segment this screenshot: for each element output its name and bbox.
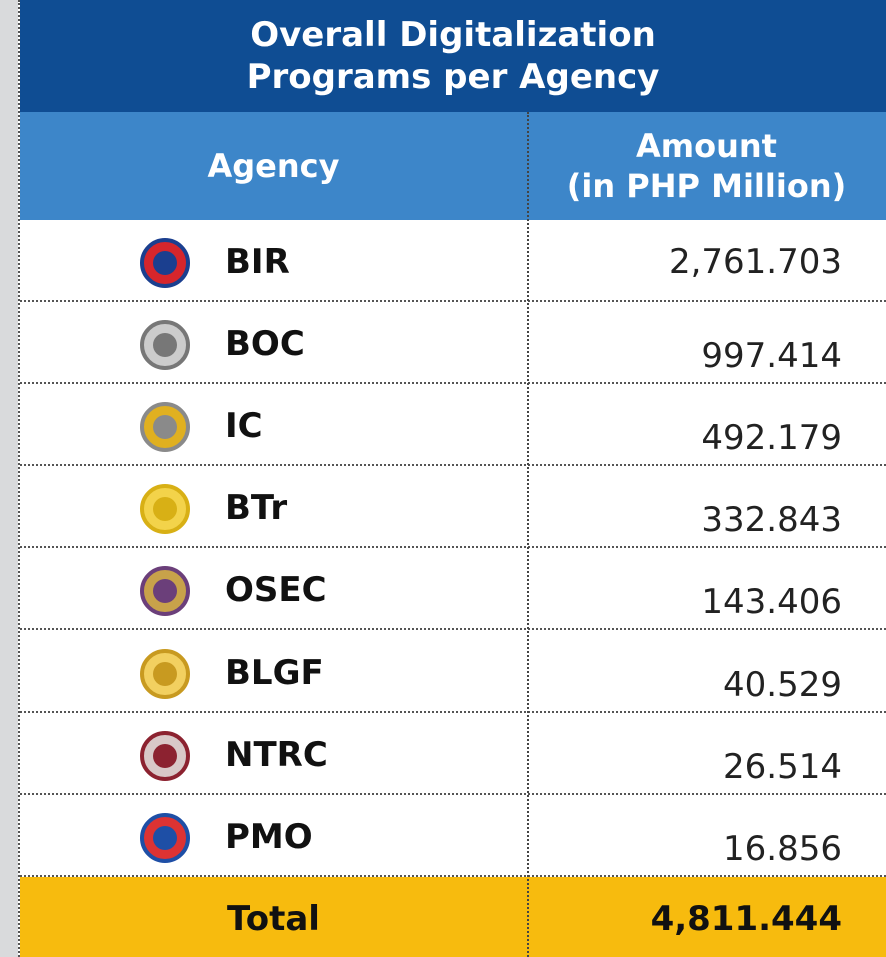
row: IC 492.179	[20, 384, 886, 467]
title: Overall Digitalization	[250, 15, 656, 55]
agency-name: BOC	[225, 324, 305, 365]
row: BIR 2,761.703	[20, 220, 886, 302]
agency-logo	[140, 238, 190, 288]
column-divider	[527, 112, 529, 957]
agency-name: PMO	[225, 816, 313, 857]
amount: 143.406	[701, 582, 842, 623]
total-label: Total	[227, 899, 320, 939]
row: PMO 16.856	[20, 795, 886, 877]
agency-name: BTr	[225, 488, 288, 529]
header-agency: Agency	[207, 147, 340, 185]
agency-logo	[140, 484, 190, 535]
agency-name: BIR	[225, 242, 290, 282]
row: NTRC 26.514	[20, 713, 886, 795]
row: OSEC 143.406	[20, 548, 886, 631]
total-amount: 4,811.444	[650, 899, 842, 939]
title: Programs per Agency	[246, 57, 660, 97]
total-row: Total 4,811.444	[20, 877, 886, 957]
amount: 332.843	[701, 500, 842, 541]
amount: 2,761.703	[668, 242, 842, 282]
row: BOC 997.414	[20, 302, 886, 385]
title-band: Overall Digitalization Programs per Agen…	[20, 0, 886, 112]
agency-logo	[140, 730, 190, 781]
agency-name: NTRC	[225, 734, 328, 775]
agency-name: BLGF	[225, 652, 324, 693]
agency-logo	[140, 320, 190, 371]
amount: 26.514	[723, 746, 842, 787]
header-cell: Agency	[20, 112, 527, 220]
row: BTr 332.843	[20, 466, 886, 549]
amount: 492.179	[701, 418, 842, 459]
header-amount: Amount	[636, 127, 777, 165]
row: BLGF 40.529	[20, 631, 886, 713]
agency-logo	[140, 402, 190, 453]
header-cell: Amount (in PHP Million)	[527, 112, 886, 220]
amount: 40.529	[723, 664, 842, 705]
agency-logo	[140, 648, 190, 699]
agency-name: OSEC	[225, 570, 327, 611]
table: Overall Digitalization Programs per Agen…	[18, 0, 886, 957]
header-amount: (in PHP Million)	[566, 167, 847, 205]
agency-logo	[140, 812, 190, 863]
agency-logo	[140, 566, 190, 617]
agency-name: IC	[225, 406, 263, 447]
amount: 16.856	[723, 828, 842, 869]
amount: 997.414	[701, 336, 842, 377]
header-row: Agency Amount (in PHP Million)	[20, 112, 886, 220]
